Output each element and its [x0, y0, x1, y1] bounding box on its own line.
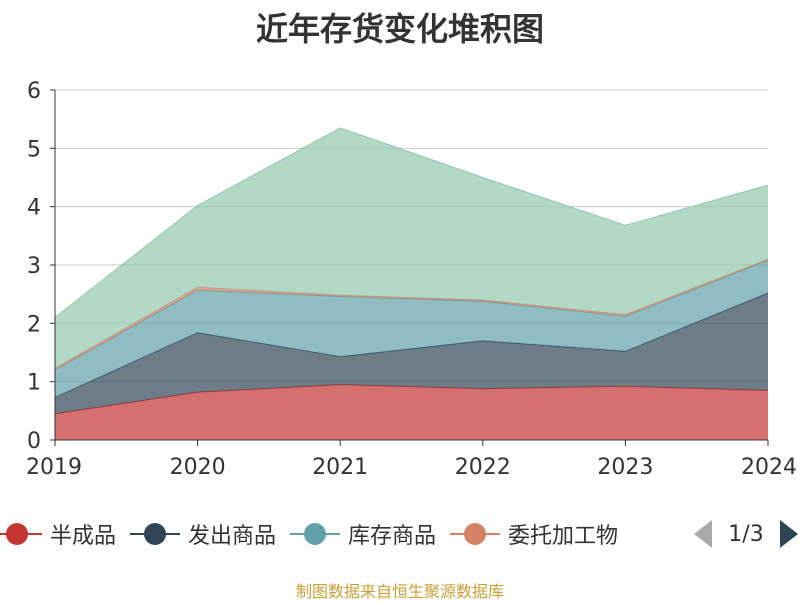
area-series-0 — [55, 384, 768, 440]
legend-marker-icon — [450, 521, 501, 547]
legend-dot — [144, 523, 167, 545]
page-next-icon[interactable] — [780, 520, 798, 548]
x-tick-label: 2023 — [597, 455, 653, 480]
legend-label: 委托加工物 — [508, 524, 619, 549]
legend-marker-icon — [130, 521, 181, 547]
chart-title: 近年存货变化堆积图 — [255, 10, 544, 48]
line-series-4 — [54, 127, 769, 318]
x-tick-label: 2019 — [26, 455, 82, 480]
x-tick-label: 2022 — [455, 455, 511, 480]
y-tick-label: 6 — [27, 79, 41, 104]
legend-label: 发出商品 — [188, 524, 277, 549]
legend-item-2[interactable]: 库存商品 — [290, 518, 436, 550]
legend: 半成品 发出商品 库存商品 委托加工物 — [0, 516, 800, 552]
page-indicator: 1/3 — [728, 521, 764, 547]
legend-dot — [304, 523, 327, 545]
y-tick-label: 0 — [27, 429, 41, 454]
page-prev-icon[interactable] — [694, 520, 712, 548]
area-series-1 — [55, 293, 768, 414]
y-tick-label: 2 — [27, 312, 41, 337]
source-note: 制图数据来自恒生聚源数据库 — [295, 582, 504, 601]
x-tick-label: 2020 — [170, 455, 226, 480]
y-tick-label: 1 — [27, 371, 41, 396]
legend-pager: 1/3 — [694, 516, 800, 552]
x-tick-label: 2024 — [741, 455, 797, 480]
legend-item-1[interactable]: 发出商品 — [130, 518, 276, 550]
legend-item-3[interactable]: 委托加工物 — [450, 518, 618, 550]
area-series-4 — [55, 127, 768, 369]
legend-label: 库存商品 — [348, 524, 437, 549]
stacked-area-chart: 0 1 2 3 4 5 6 2019 2020 2021 2022 2023 2024 — [26, 79, 797, 480]
legend-item-0[interactable]: 半成品 — [0, 518, 116, 550]
legend-dot — [464, 523, 487, 545]
legend-marker-icon — [290, 521, 341, 547]
legend-label: 半成品 — [50, 524, 117, 549]
y-tick-label: 4 — [27, 196, 41, 221]
legend-dot — [6, 523, 28, 545]
y-tick-label: 5 — [27, 137, 41, 162]
y-tick-label: 3 — [27, 254, 41, 279]
legend-marker-icon — [0, 521, 42, 547]
x-tick-label: 2021 — [312, 455, 368, 480]
area-series-2 — [55, 260, 768, 398]
